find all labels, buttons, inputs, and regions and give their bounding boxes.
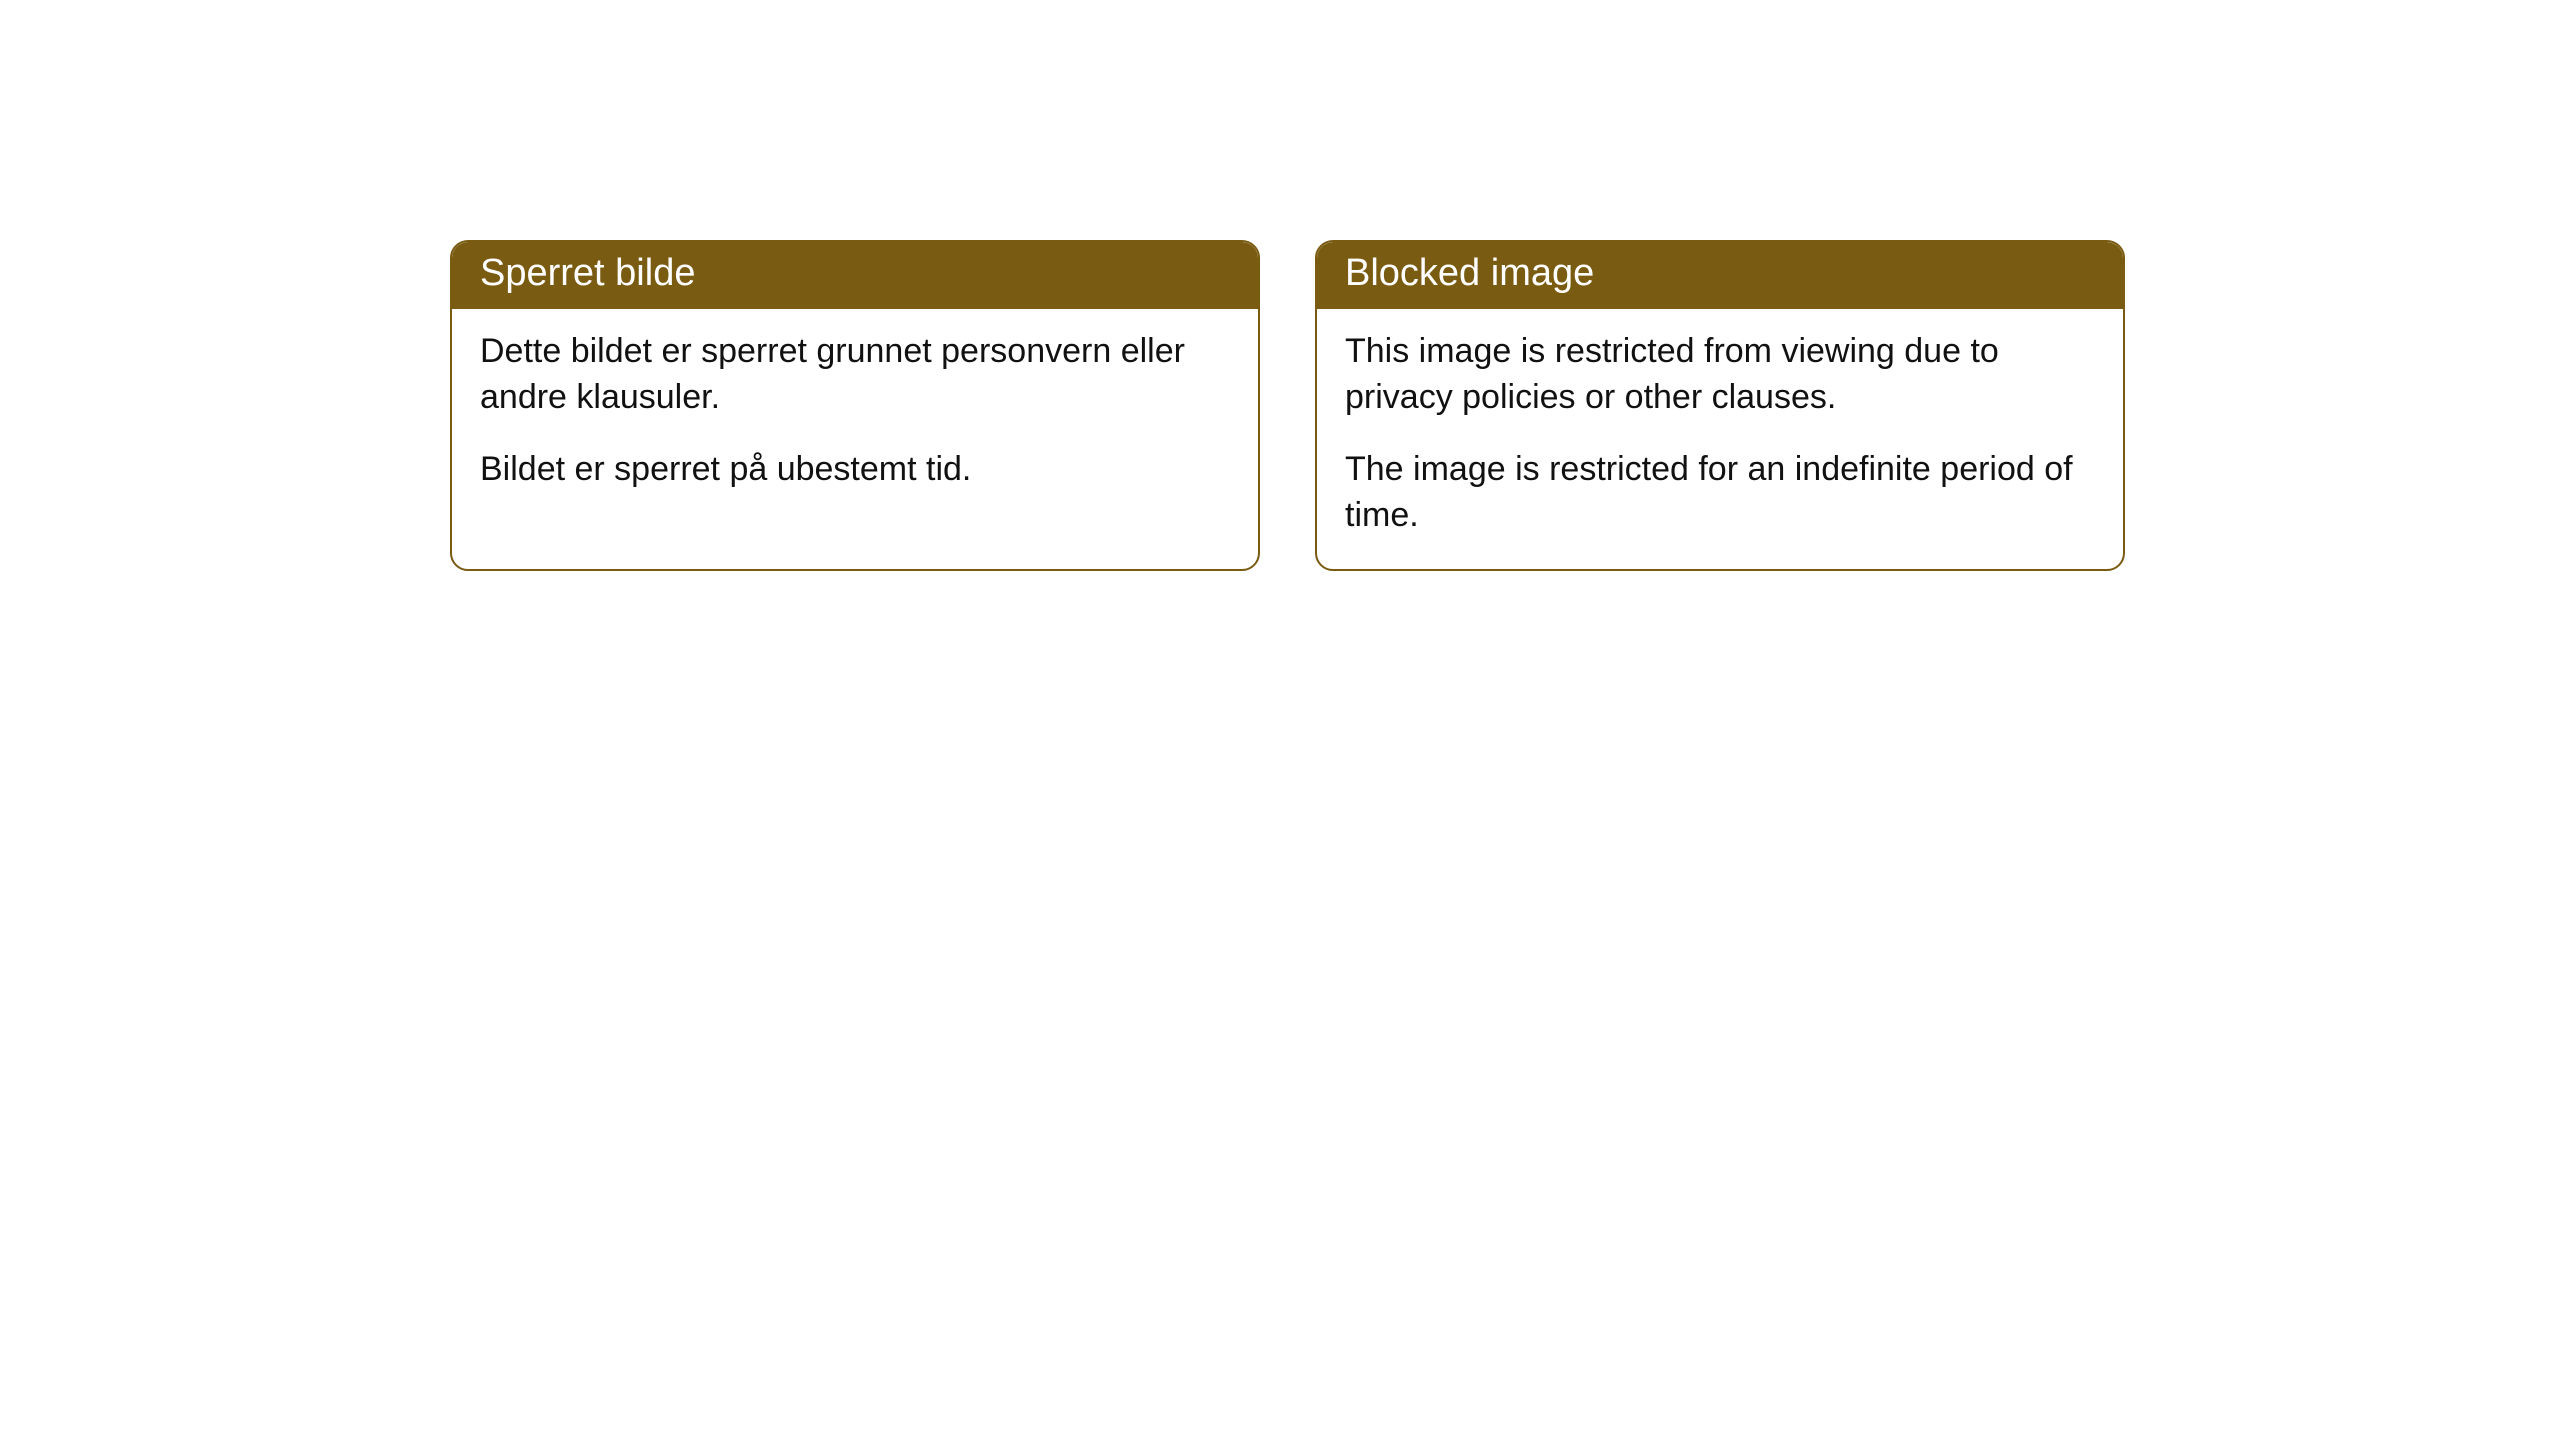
card-paragraph: This image is restricted from viewing du… [1345, 329, 2095, 421]
notice-cards-container: Sperret bilde Dette bildet er sperret gr… [450, 240, 2125, 571]
card-paragraph: Bildet er sperret på ubestemt tid. [480, 447, 1230, 493]
card-header: Sperret bilde [452, 242, 1258, 309]
card-body: This image is restricted from viewing du… [1317, 309, 2123, 569]
card-body: Dette bildet er sperret grunnet personve… [452, 309, 1258, 523]
card-paragraph: Dette bildet er sperret grunnet personve… [480, 329, 1230, 421]
notice-card-norwegian: Sperret bilde Dette bildet er sperret gr… [450, 240, 1260, 571]
card-header: Blocked image [1317, 242, 2123, 309]
notice-card-english: Blocked image This image is restricted f… [1315, 240, 2125, 571]
card-paragraph: The image is restricted for an indefinit… [1345, 447, 2095, 539]
